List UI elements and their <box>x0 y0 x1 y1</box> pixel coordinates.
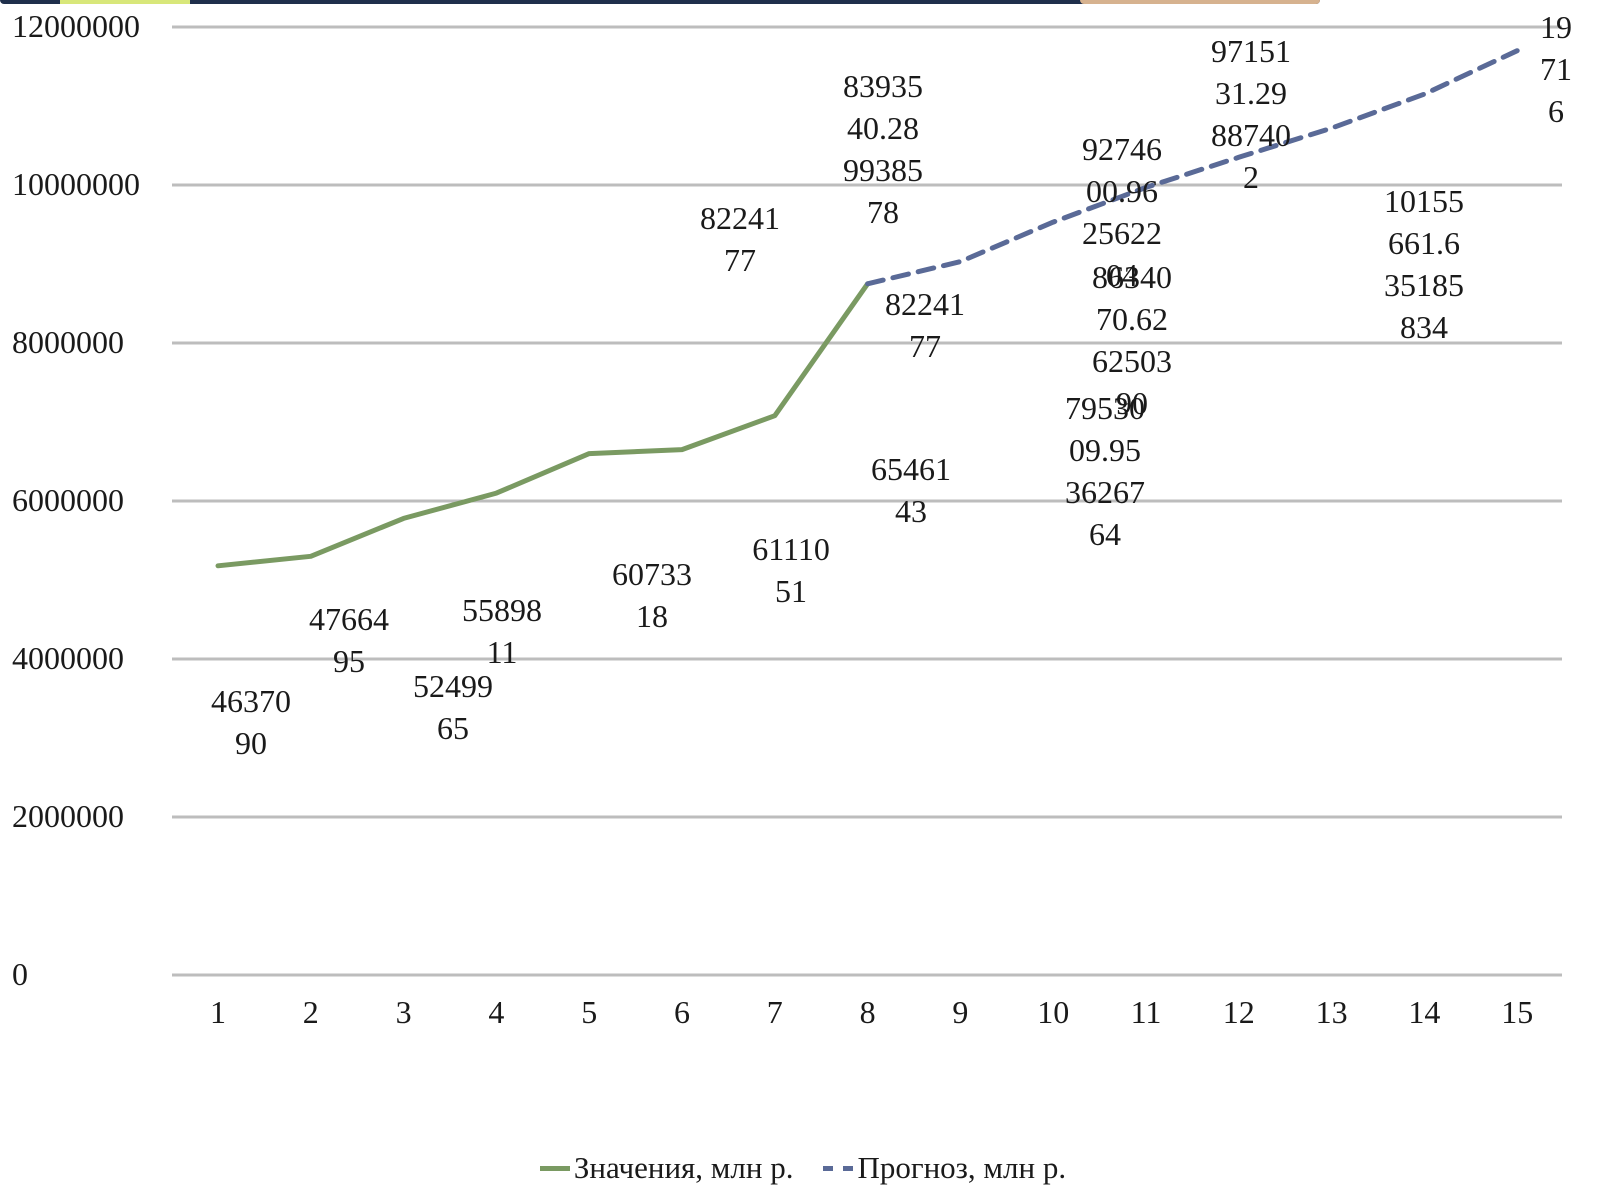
data-label: 92746 00.96 25622 04 <box>1082 131 1162 293</box>
data-label-line: 99385 <box>843 152 923 188</box>
data-label-line: 52499 <box>413 668 493 704</box>
data-label: 19 71 6 <box>1540 9 1572 129</box>
data-label-line: 62503 <box>1092 343 1172 379</box>
data-label-line: 43 <box>895 493 927 529</box>
legend-label-values: Значения, млн р. <box>573 1150 794 1185</box>
data-label-line: 11 <box>487 634 518 670</box>
data-label-line: 95 <box>333 643 365 679</box>
data-label-line: 77 <box>724 242 756 278</box>
data-label-line: 60733 <box>612 556 692 592</box>
y-tick-label: 8000000 <box>12 324 124 360</box>
data-label-line: 31.29 <box>1215 75 1287 111</box>
data-label-line: 82241 <box>885 286 965 322</box>
y-tick-label: 6000000 <box>12 482 124 518</box>
y-tick-label: 12000000 <box>12 8 140 44</box>
x-tick-label: 2 <box>303 994 319 1030</box>
data-label-line: 04 <box>1106 257 1138 293</box>
y-tick-label: 10000000 <box>12 166 140 202</box>
chart-legend: Значения, млн р. Прогноз, млн р. <box>0 1148 1606 1188</box>
data-label: 52499 65 <box>413 668 493 746</box>
data-label-line: 00.96 <box>1086 173 1158 209</box>
data-label: 46370 90 <box>211 683 291 761</box>
data-label-line: 90 <box>235 725 267 761</box>
legend-swatch-forecast <box>823 1165 854 1171</box>
x-tick-label: 5 <box>581 994 597 1030</box>
data-label-line: 55898 <box>462 592 542 628</box>
data-label: 10155 661.6 35185 834 <box>1384 183 1464 345</box>
data-label-line: 65 <box>437 710 469 746</box>
data-label-line: 10155 <box>1384 183 1464 219</box>
x-tick-label: 10 <box>1037 994 1069 1030</box>
data-label-line: 97151 <box>1211 33 1291 69</box>
x-tick-label: 11 <box>1131 994 1162 1030</box>
window-top-strip-accent <box>60 0 190 4</box>
x-tick-label: 9 <box>952 994 968 1030</box>
data-label: 61110 51 <box>752 531 830 609</box>
data-label-line: 90 <box>1116 385 1148 421</box>
x-tick-label: 13 <box>1316 994 1348 1030</box>
data-label-line: 35185 <box>1384 267 1464 303</box>
x-tick-label: 15 <box>1501 994 1533 1030</box>
data-label-line: 51 <box>775 573 807 609</box>
data-label: 82241 77 <box>885 286 965 364</box>
data-label: 55898 11 <box>462 592 542 670</box>
legend-label-forecast: Прогноз, млн р. <box>857 1150 1067 1185</box>
series-line-values <box>215 281 871 569</box>
data-label-line: 92746 <box>1082 131 1162 167</box>
data-label-line: 18 <box>636 598 668 634</box>
data-label-line: 79530 <box>1065 390 1145 426</box>
data-label-line: 64 <box>1089 516 1121 552</box>
y-tick-label: 2000000 <box>12 798 124 834</box>
y-tick-label: 4000000 <box>12 640 124 676</box>
data-label-line: 65461 <box>871 451 951 487</box>
data-label: 47664 95 <box>309 601 389 679</box>
data-label-line: 46370 <box>211 683 291 719</box>
x-tick-label: 8 <box>860 994 876 1030</box>
data-label: 82241 77 <box>700 200 780 278</box>
window-top-strip <box>0 0 1320 4</box>
data-label-line: 78 <box>867 194 899 230</box>
data-label-line: 70.62 <box>1096 301 1168 337</box>
data-label: 79530 09.95 36267 64 <box>1065 390 1145 552</box>
data-label-line: 2 <box>1243 159 1259 195</box>
x-tick-label: 14 <box>1408 994 1440 1030</box>
data-label-line: 71 <box>1540 51 1572 87</box>
x-tick-label: 6 <box>674 994 690 1030</box>
data-label-line: 25622 <box>1082 215 1162 251</box>
data-label-line: 88740 <box>1211 117 1291 153</box>
x-tick-label: 7 <box>767 994 783 1030</box>
data-label-line: 19 <box>1540 9 1572 45</box>
x-tick-label: 3 <box>396 994 412 1030</box>
data-label-line: 86340 <box>1092 259 1172 295</box>
data-label-line: 6 <box>1548 93 1564 129</box>
legend-item-forecast: Прогноз, млн р. <box>823 1150 1066 1186</box>
x-tick-label: 12 <box>1223 994 1255 1030</box>
data-label-line: 40.28 <box>847 110 919 146</box>
x-tick-label: 1 <box>210 994 226 1030</box>
window-top-strip-accent <box>1080 0 1320 4</box>
data-label-line: 77 <box>909 328 941 364</box>
series-line-forecast <box>865 48 1520 287</box>
data-label-line: 834 <box>1400 309 1448 345</box>
data-label-line: 09.95 <box>1069 432 1141 468</box>
data-label: 86340 70.62 62503 90 <box>1092 259 1172 421</box>
data-label-line: 47664 <box>309 601 389 637</box>
data-label-line: 661.6 <box>1388 225 1460 261</box>
legend-item-values: Значения, млн р. <box>539 1150 794 1186</box>
legend-swatch-values <box>539 1165 570 1171</box>
data-label: 60733 18 <box>612 556 692 634</box>
y-tick-label: 0 <box>12 956 28 992</box>
data-label: 97151 31.29 88740 2 <box>1211 33 1291 195</box>
data-label-line: 61110 <box>752 531 830 567</box>
data-label-line: 82241 <box>700 200 780 236</box>
data-label: 83935 40.28 99385 78 <box>843 68 923 230</box>
data-label: 65461 43 <box>871 451 951 529</box>
data-label-line: 36267 <box>1065 474 1145 510</box>
data-label-line: 83935 <box>843 68 923 104</box>
x-tick-label: 4 <box>488 994 504 1030</box>
